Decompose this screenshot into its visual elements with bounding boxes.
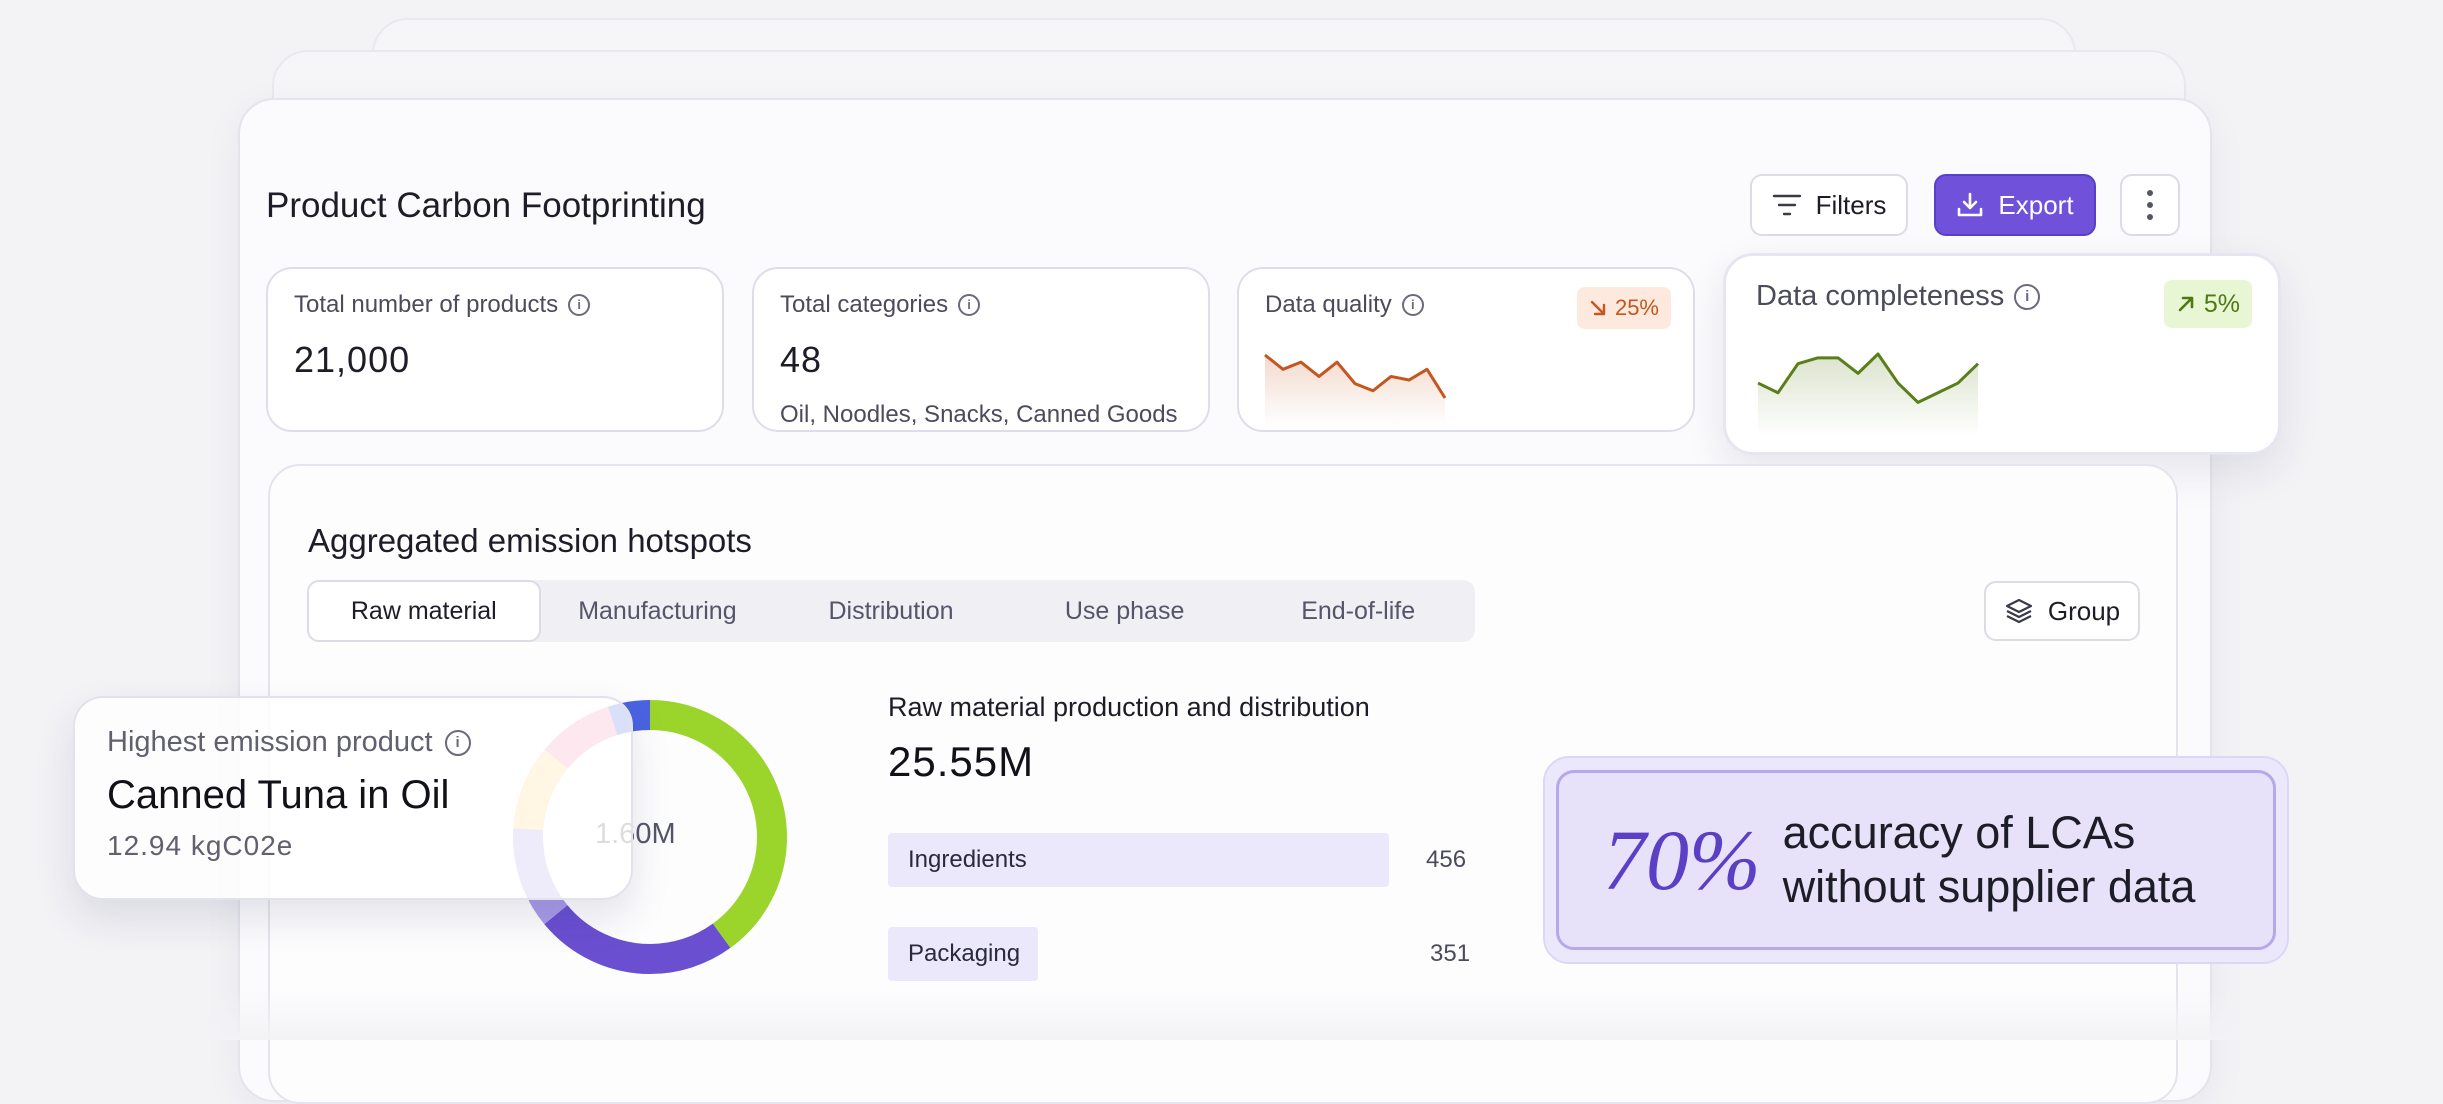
category-list: Oil, Noodles, Snacks, Canned Goods: [780, 401, 1178, 428]
group-label: Group: [2047, 595, 2121, 626]
stat-value: 48: [780, 339, 823, 380]
info-icon[interactable]: i: [2014, 283, 2041, 310]
stat-card-products: Total number of products i 21,000: [266, 267, 724, 432]
data-completeness-sparkline: [1757, 352, 1980, 436]
trend-value: 25%: [1614, 295, 1659, 320]
filters-label: Filters: [1815, 189, 1887, 220]
stat-label: Total number of products: [294, 291, 559, 318]
accuracy-line-2: without supplier data: [1782, 861, 2196, 912]
highest-label: Highest emission product: [107, 726, 433, 758]
stat-label-row: Total number of products i: [294, 291, 696, 319]
production-total: 25.55M: [888, 738, 1035, 785]
section-title: Aggregated emission hotspots: [308, 522, 752, 559]
bar-value: 351: [1430, 940, 1471, 967]
donut-segment: [513, 700, 787, 974]
trend-badge-down: 25%: [1576, 287, 1671, 329]
stat-label-row: Data quality i: [1265, 291, 1667, 319]
bar-value: 456: [1426, 846, 1467, 873]
export-label: Export: [1998, 189, 2074, 220]
stat-label-row: Total categories i: [780, 291, 1182, 319]
info-icon[interactable]: i: [1401, 294, 1424, 316]
accuracy-text: accuracy of LCAs without supplier data: [1783, 806, 2196, 914]
data-quality-sparkline: [1264, 353, 1447, 427]
info-icon[interactable]: i: [958, 294, 981, 316]
stat-card-data-quality: Data quality i 25%: [1237, 267, 1695, 432]
more-vertical-icon: [2147, 190, 2153, 220]
production-title: Raw material production and distribution: [888, 692, 1370, 722]
data-quality-sparkline-line: [1264, 353, 1447, 399]
stat-card-categories: Total categories i 48 Oil, Noodles, Snac…: [752, 267, 1210, 432]
export-button[interactable]: Export: [1934, 174, 2096, 236]
data-completeness-sparkline-line: [1757, 352, 1980, 404]
download-icon: [1958, 192, 1983, 217]
bottom-fade: [0, 990, 2443, 1040]
accuracy-callout: 70% accuracy of LCAs without supplier da…: [1556, 770, 2276, 950]
highest-emission-card: Highest emission product i Canned Tuna i…: [73, 696, 633, 900]
stat-label-row: Data completeness i: [1756, 280, 2248, 313]
tab-raw-material[interactable]: Raw material: [307, 580, 541, 642]
bar-label: Ingredients: [908, 846, 1027, 873]
tab-distribution[interactable]: Distribution: [828, 596, 954, 625]
trend-value: 5%: [2203, 289, 2240, 318]
tab-use-phase[interactable]: Use phase: [1064, 596, 1185, 625]
highest-product-name: Canned Tuna in Oil: [107, 773, 450, 817]
accuracy-line-1: accuracy of LCAs: [1782, 807, 2136, 858]
bar-label: Packaging: [908, 940, 1021, 967]
stat-value: 21,000: [294, 339, 411, 380]
trend-badge-up: 5%: [2163, 280, 2252, 328]
filter-icon: [1772, 194, 1801, 216]
highest-label-row: Highest emission product i: [107, 726, 599, 759]
info-icon[interactable]: i: [444, 729, 471, 756]
donut-segment: [513, 700, 787, 974]
data-quality-sparkline-area: [1265, 355, 1445, 427]
bar-packaging: Packaging: [888, 927, 1038, 981]
data-completeness-sparkline-area: [1758, 354, 1978, 436]
tab-manufacturing[interactable]: Manufacturing: [578, 596, 737, 625]
info-icon[interactable]: i: [568, 294, 591, 316]
stat-label: Data completeness: [1756, 280, 2005, 312]
arrow-down-right-icon: [1590, 300, 1606, 316]
stat-label: Total categories: [780, 291, 949, 318]
phase-tabs: Raw material Manufacturing Distribution …: [307, 580, 1475, 642]
stat-label: Data quality: [1265, 291, 1392, 318]
highest-product-emission: 12.94 kgC02e: [107, 830, 294, 861]
layers-icon: [2005, 598, 2032, 624]
filters-button[interactable]: Filters: [1750, 174, 1908, 236]
tab-end-of-life[interactable]: End-of-life: [1301, 596, 1416, 625]
stat-card-data-completeness: Data completeness i 5%: [1723, 253, 2281, 455]
page-title: Product Carbon Footprinting: [266, 186, 706, 225]
accuracy-percent: 70%: [1603, 812, 1761, 908]
more-options-button[interactable]: [2120, 174, 2180, 236]
bar-ingredients: Ingredients: [888, 833, 1389, 887]
group-button[interactable]: Group: [1984, 581, 2140, 641]
arrow-up-right-icon: [2178, 296, 2194, 312]
